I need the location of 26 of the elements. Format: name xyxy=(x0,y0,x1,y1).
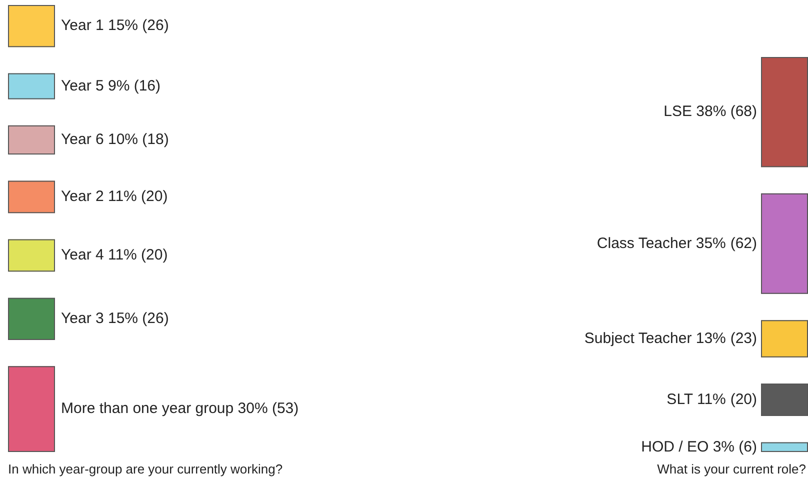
category-label: Year 3 15% xyxy=(61,310,142,328)
data-label: (26) xyxy=(142,310,169,328)
data-label: (20) xyxy=(141,188,168,206)
data-label: (53) xyxy=(272,400,299,418)
category-label: Year 4 11% xyxy=(61,246,142,264)
data-label: (20) xyxy=(730,390,758,408)
data-label: (20) xyxy=(141,246,168,264)
text: What is your current role? xyxy=(657,462,806,477)
category-label: More than one year group 30% xyxy=(61,400,272,418)
data-label: (16) xyxy=(134,77,161,94)
category-label: LSE 38% xyxy=(664,103,730,120)
category-label: Class Teacher 35% xyxy=(596,234,730,252)
data-label: (6) xyxy=(738,438,758,456)
text: In which year-group are your currently working? xyxy=(8,462,283,477)
category-label: Year 1 15% xyxy=(61,17,142,34)
category-label: Year 2 11% xyxy=(61,188,142,206)
data-label: (62) xyxy=(730,234,758,252)
category-label: HOD / EO 3% xyxy=(641,438,739,456)
category-label: SLT 11% xyxy=(666,390,730,408)
data-label: (68) xyxy=(730,103,758,120)
category-label: Year 5 9% xyxy=(61,77,134,94)
category-label: Year 6 10% xyxy=(61,131,142,148)
category-label: Subject Teacher 13% xyxy=(584,330,730,347)
data-label: (23) xyxy=(730,330,758,347)
data-label: (26) xyxy=(142,17,169,34)
data-label: (18) xyxy=(142,131,169,148)
